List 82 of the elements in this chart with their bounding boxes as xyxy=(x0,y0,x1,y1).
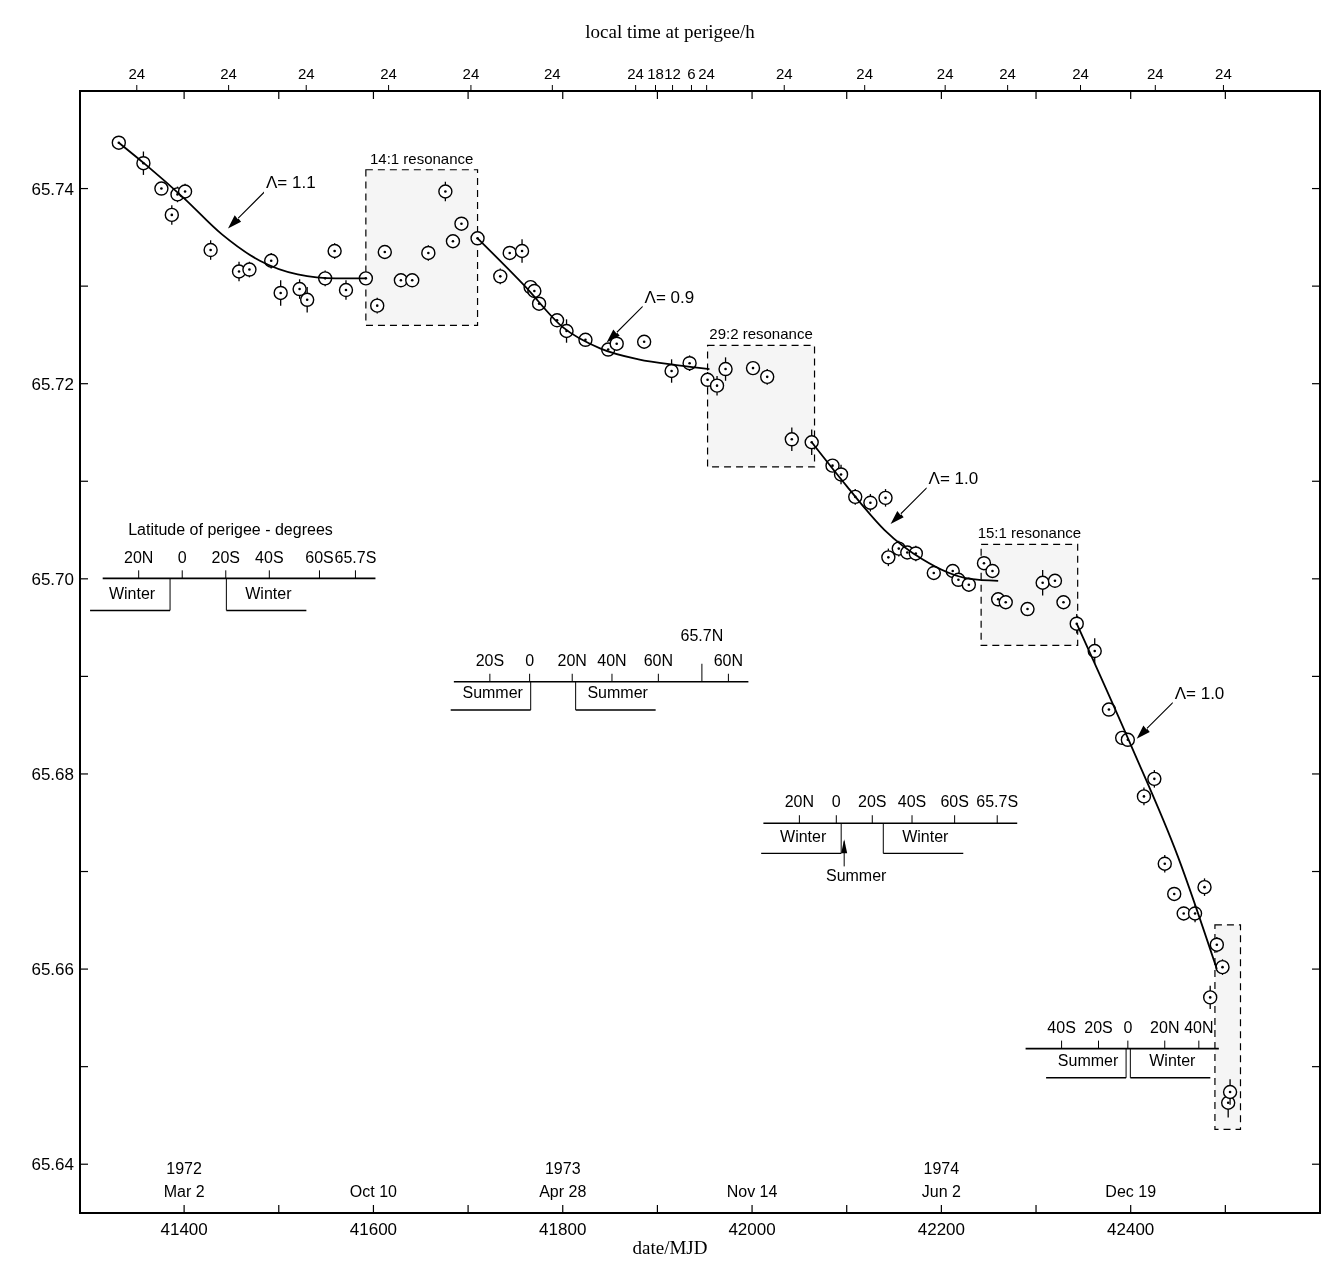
text: 24 xyxy=(1215,65,1232,82)
text: 6 xyxy=(687,65,696,82)
x2-axis-title: local time at perigee/h xyxy=(585,21,756,42)
annotation: Latitude of perigee - degrees xyxy=(128,521,333,539)
annotation: 20S xyxy=(1084,1018,1113,1036)
annotation: 40N xyxy=(597,651,627,669)
annotation: Winter xyxy=(245,584,293,602)
annotation: 40S xyxy=(255,548,284,566)
text: 24 xyxy=(999,65,1016,82)
y-tick-label: 65.66 xyxy=(31,960,74,980)
y-tick-label: 65.72 xyxy=(31,374,74,394)
annotation: 40S xyxy=(1047,1018,1076,1036)
annotation: 0 xyxy=(1123,1018,1133,1036)
annotation: Winter xyxy=(1149,1051,1197,1070)
annotation: 20N xyxy=(784,793,815,811)
annotation: 20N xyxy=(557,651,587,669)
text: 24 xyxy=(297,65,315,82)
text: 24 xyxy=(543,65,561,82)
text: 24 xyxy=(1146,65,1164,82)
annotation: Jun 2 xyxy=(921,1182,962,1200)
band-label: 15:1 resonance xyxy=(977,524,1082,542)
annotation: Oct 10 xyxy=(349,1182,398,1200)
y-tick-label: 65.64 xyxy=(31,1155,74,1175)
text: 24 xyxy=(128,65,146,82)
text: 24 xyxy=(936,65,954,82)
annotation: 40N xyxy=(1184,1018,1214,1036)
annotation: Mar 2 xyxy=(163,1182,205,1200)
x-tick-label: 42400 xyxy=(1107,1220,1155,1239)
annotation: 20S xyxy=(475,651,505,669)
annotation: 0 xyxy=(525,651,535,669)
text: 24 xyxy=(698,65,715,82)
band-label: 29:2 resonance xyxy=(709,325,813,343)
annotation: 0 xyxy=(177,548,187,566)
annotation: 1973 xyxy=(544,1160,581,1178)
annotation: 65.7N xyxy=(680,626,724,644)
annotation: 65.7S xyxy=(334,548,377,566)
band-label: 14:1 resonance xyxy=(370,149,474,167)
annotation: Nov 14 xyxy=(726,1182,778,1200)
text: 12 xyxy=(664,65,681,82)
text: 24 xyxy=(462,65,480,82)
annotation: Apr 28 xyxy=(539,1182,587,1200)
text: 24 xyxy=(856,65,874,82)
annotation: 1972 xyxy=(166,1160,203,1178)
y-tick-label: 65.74 xyxy=(31,179,74,199)
text: 24 xyxy=(627,65,644,82)
annotation: Summer xyxy=(587,684,649,702)
annotation: Winter xyxy=(902,827,950,845)
text: 24 xyxy=(380,65,397,82)
annotation: 20N xyxy=(124,548,154,566)
annotation: 20S xyxy=(858,793,887,811)
annotation: 1974 xyxy=(923,1160,960,1178)
text: 18 xyxy=(647,65,664,82)
y-tick-label: 65.70 xyxy=(31,569,74,589)
annotation: 60N xyxy=(643,651,674,669)
x-tick-label: 41600 xyxy=(349,1220,398,1239)
annotation: 40S xyxy=(897,793,927,811)
annotation: 20N xyxy=(1150,1018,1180,1036)
annotation: Winter xyxy=(108,584,156,602)
annotation: 0 xyxy=(831,793,841,811)
annotation: Λ= 1.0 xyxy=(928,469,979,489)
annotation: Summer xyxy=(462,684,524,702)
annotation: Dec 19 xyxy=(1105,1182,1157,1200)
annotation: 60S xyxy=(305,548,334,566)
annotation: 60S xyxy=(940,793,969,811)
annotation: 65.7S xyxy=(976,793,1019,811)
annotation: Λ= 1.1 xyxy=(265,173,316,193)
annotation: Summer xyxy=(1057,1051,1119,1070)
x-axis-title: date/MJD xyxy=(632,1237,708,1258)
y-tick-label: 65.68 xyxy=(31,764,74,784)
x-tick-label: 41400 xyxy=(160,1220,208,1239)
x-tick-label: 42200 xyxy=(917,1220,966,1239)
x-tick-label: 42000 xyxy=(728,1220,776,1239)
annotation: Winter xyxy=(780,827,827,845)
annotation: Λ= 0.9 xyxy=(644,287,695,307)
x-tick-label: 41800 xyxy=(539,1220,587,1239)
annotation: 60N xyxy=(713,651,744,669)
text: 24 xyxy=(220,65,237,82)
text: 24 xyxy=(775,65,793,82)
text: 24 xyxy=(1072,65,1089,82)
annotation: Λ= 1.0 xyxy=(1174,683,1225,703)
annotation: 20S xyxy=(211,548,241,566)
annotation: Summer xyxy=(825,866,888,884)
